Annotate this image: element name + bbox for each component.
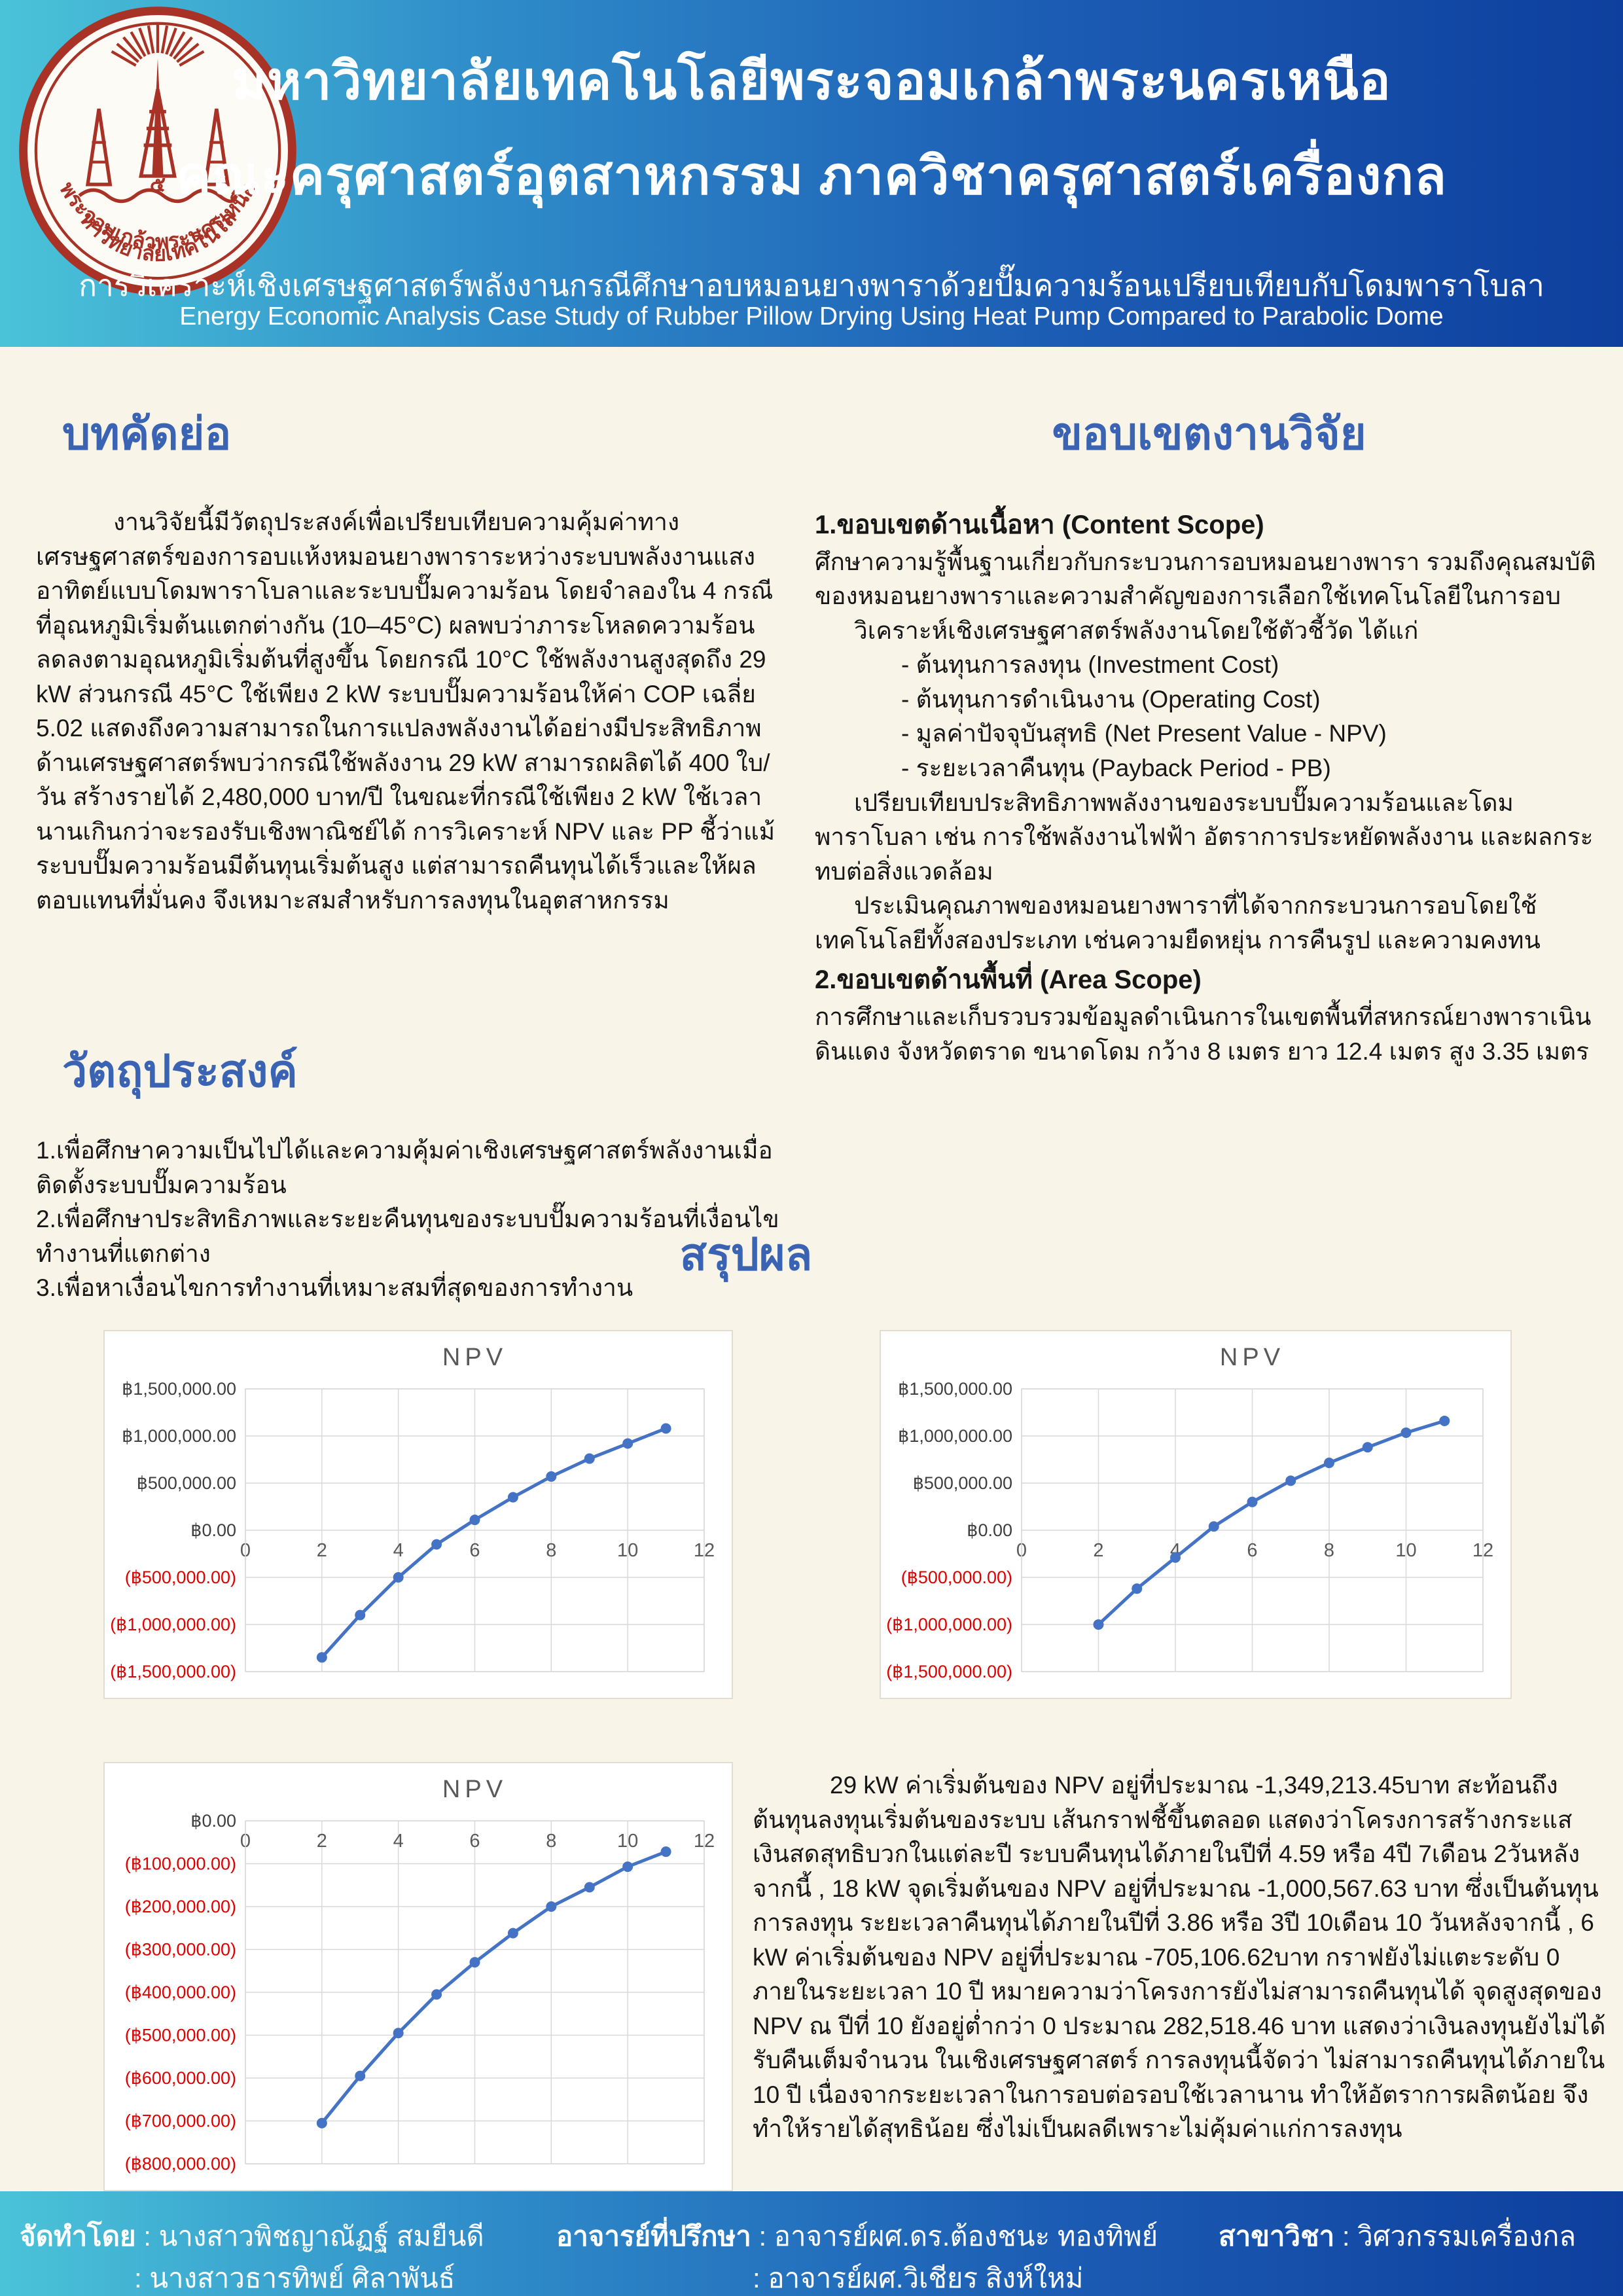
svg-text:(฿100,000.00): (฿100,000.00) xyxy=(125,1854,236,1874)
svg-text:(฿500,000.00): (฿500,000.00) xyxy=(125,2026,236,2045)
scope-paragraph: ประเมินคุณภาพของหมอนยางพาราที่ได้จากกระบ… xyxy=(815,892,1541,954)
svg-text:2: 2 xyxy=(1093,1540,1103,1561)
npv-chart-panel-18kw: NPV ฿1,500,000.00 ฿1,000,000.00 ฿500,000.00… xyxy=(880,1330,1512,1699)
svg-text:(฿600,000.00): (฿600,000.00) xyxy=(125,2068,236,2088)
scope-paragraph: เปรียบเทียบประสิทธิภาพพลังงานของระบบปั๊ม… xyxy=(815,789,1594,885)
svg-text:6: 6 xyxy=(1247,1540,1257,1561)
svg-text:6: 6 xyxy=(469,1831,480,1852)
svg-text:(฿1,500,000.00): (฿1,500,000.00) xyxy=(886,1662,1012,1681)
svg-text:฿1,500,000.00: ฿1,500,000.00 xyxy=(122,1379,236,1399)
made-by-line-1: จัดทำโดย : นางสาวพิชญาณัฏฐ์ สมยืนดี xyxy=(20,2215,484,2258)
made-by-line-2: : นางสาวธารทิพย์ ศิลาพันธ์ xyxy=(134,2263,455,2293)
svg-text:฿1,000,000.00: ฿1,000,000.00 xyxy=(122,1426,236,1446)
npv-chart-18kw: NPV ฿1,500,000.00 ฿1,000,000.00 ฿500,000.00… xyxy=(886,1344,1493,1681)
poster-title-english: Energy Economic Analysis Case Study of R… xyxy=(179,302,1444,331)
summary-body: 29 kW ค่าเริ่มต้นของ NPV อยู่ที่ประมาณ -… xyxy=(753,1772,1606,2143)
program-line: สาขาวิชา : วิศวกรรมเครื่องกล xyxy=(1219,2215,1576,2258)
advisor-line-1: อาจารย์ที่ปรึกษา : อาจารย์ผศ.ดร.ต้องชนะ … xyxy=(556,2215,1158,2258)
content-scope-title: 1.ขอบเขตด้านเนื้อหา (Content Scope) xyxy=(815,511,1264,539)
svg-text:NPV: NPV xyxy=(1220,1344,1285,1371)
svg-text:(฿200,000.00): (฿200,000.00) xyxy=(125,1897,236,1916)
svg-text:฿1,500,000.00: ฿1,500,000.00 xyxy=(898,1379,1012,1399)
npv-chart-panel-29kw: NPV ฿1,500,000.00 ฿1,000,000.00 ฿500,000.00… xyxy=(103,1330,733,1699)
scope-indicator-item: - มูลค่าปัจจุบันสุทธิ (Net Present Value… xyxy=(901,720,1387,747)
program-label: สาขาวิชา xyxy=(1219,2221,1335,2251)
objective-item: 3.เพื่อหาเงื่อนไขการทำงานที่เหมาะสมที่สุ… xyxy=(36,1274,633,1302)
scope-indicator-item: - ระยะเวลาคืนทุน (Payback Period - PB) xyxy=(901,754,1331,781)
svg-text:NPV: NPV xyxy=(442,1344,507,1371)
svg-text:(฿800,000.00): (฿800,000.00) xyxy=(125,2154,236,2174)
scope-paragraph: วิเคราะห์เชิงเศรษฐศาสตร์พลังงานโดยใช้ตัว… xyxy=(854,617,1419,644)
faculty-title: คณะครุศาสตร์อุตสาหกรรม ภาควิชาครุศาสตร์เ… xyxy=(175,147,1448,205)
svg-text:10: 10 xyxy=(1395,1540,1416,1561)
seal-base-waves xyxy=(78,188,238,204)
made-by-label: จัดทำโดย xyxy=(20,2221,136,2251)
objectives-heading: วัตถุประสงค์ xyxy=(62,1047,298,1096)
program-value: : วิศวกรรมเครื่องกล xyxy=(1342,2221,1577,2251)
scope-indicator-item: - ต้นทุนการดำเนินงาน (Operating Cost) xyxy=(901,685,1321,713)
footer-banner: จัดทำโดย : นางสาวพิชญาณัฏฐ์ สมยืนดี : นา… xyxy=(0,2191,1623,2296)
abstract-heading: บทคัดย่อ xyxy=(62,409,232,459)
scope-paragraph: ศึกษาความรู้พื้นฐานเกี่ยวกับกระบวนการอบห… xyxy=(815,548,1596,610)
seal-left-spire xyxy=(85,108,113,187)
seal-right-spire xyxy=(203,108,230,187)
svg-text:฿0.00: ฿0.00 xyxy=(967,1520,1012,1540)
objectives-list: 1.เพื่อศึกษาความเป็นไปได้และความคุ้มค่าเ… xyxy=(36,1134,785,1306)
university-title: มหาวิทยาลัยเทคโนโลยีพระจอมเกล้าพระนครเหน… xyxy=(232,52,1391,110)
svg-text:(฿1,000,000.00): (฿1,000,000.00) xyxy=(110,1615,236,1634)
svg-text:6: 6 xyxy=(469,1540,480,1561)
scope-body: 1.ขอบเขตด้านเนื้อหา (Content Scope) ศึกษ… xyxy=(815,503,1610,1069)
svg-text:8: 8 xyxy=(546,1831,556,1852)
svg-text:฿1,000,000.00: ฿1,000,000.00 xyxy=(898,1426,1012,1446)
svg-text:10: 10 xyxy=(617,1831,638,1852)
svg-text:(฿400,000.00): (฿400,000.00) xyxy=(125,1982,236,2002)
svg-text:(฿1,000,000.00): (฿1,000,000.00) xyxy=(886,1615,1012,1634)
svg-text:(฿300,000.00): (฿300,000.00) xyxy=(125,1940,236,1960)
svg-text:8: 8 xyxy=(546,1540,556,1561)
abstract-body: งานวิจัยนี้มีวัตถุประสงค์เพื่อเปรียบเทีย… xyxy=(36,509,776,914)
svg-text:NPV: NPV xyxy=(442,1776,507,1803)
poster-title-thai: การวิเคราะห์เชิงเศรษฐศาสตร์พลังงานกรณีศึ… xyxy=(79,268,1544,302)
area-scope-title: 2.ขอบเขตด้านพื้นที่ (Area Scope) xyxy=(815,965,1202,995)
svg-text:฿500,000.00: ฿500,000.00 xyxy=(913,1473,1012,1493)
made-by-name-1: : นางสาวพิชญาณัฏฐ์ สมยืนดี xyxy=(143,2221,484,2251)
seal-rays-decoration xyxy=(111,24,205,67)
area-scope-text: การศึกษาและเก็บรวบรวมข้อมูลดำเนินการในเข… xyxy=(815,1003,1592,1065)
npv-chart-panel-6kw: NPV ฿0.00 (฿100,000.00) (฿200,000.00) (฿300,… xyxy=(103,1762,733,2191)
svg-text:10: 10 xyxy=(617,1540,638,1561)
summary-heading: สรุปผล xyxy=(679,1230,813,1280)
svg-text:(฿500,000.00): (฿500,000.00) xyxy=(901,1568,1012,1587)
seal-center-glyph: ๕ xyxy=(150,173,166,196)
svg-text:฿500,000.00: ฿500,000.00 xyxy=(137,1473,236,1493)
advisor-line-2: : อาจารย์ผศ.วิเชียร สิงห์ใหม่ xyxy=(753,2263,1084,2293)
svg-text:฿0.00: ฿0.00 xyxy=(190,1811,236,1831)
scope-indicator-item: - ต้นทุนการลงทุน (Investment Cost) xyxy=(901,651,1279,679)
objective-item: 1.เพื่อศึกษาความเป็นไปได้และความคุ้มค่าเ… xyxy=(36,1137,773,1198)
advisor-name-1: : อาจารย์ผศ.ดร.ต้องชนะ ทองทิพย์ xyxy=(758,2221,1158,2251)
university-seal-logo: ๕ มหาวิทยาลัยเทคโนโลยี พระจอมเกล้าพระนคร… xyxy=(17,5,296,295)
svg-text:4: 4 xyxy=(393,1831,404,1852)
objective-item: 2.เพื่อศึกษาประสิทธิภาพและระยะคืนทุนของร… xyxy=(36,1206,779,1267)
npv-chart-6kw: NPV ฿0.00 (฿100,000.00) (฿200,000.00) (฿300,… xyxy=(125,1776,715,2174)
svg-text:8: 8 xyxy=(1324,1540,1334,1561)
header-banner: ๕ มหาวิทยาลัยเทคโนโลยี พระจอมเกล้าพระนคร… xyxy=(0,0,1623,347)
svg-text:2: 2 xyxy=(317,1540,327,1561)
svg-text:฿0.00: ฿0.00 xyxy=(190,1520,236,1540)
npv-chart-29kw: NPV ฿1,500,000.00 ฿1,000,000.00 ฿500,000.00… xyxy=(110,1344,715,1681)
svg-text:(฿500,000.00): (฿500,000.00) xyxy=(125,1568,236,1587)
scope-heading: ขอบเขตงานวิจัย xyxy=(1052,409,1366,459)
svg-text:4: 4 xyxy=(393,1540,404,1561)
advisor-label: อาจารย์ที่ปรึกษา xyxy=(556,2221,751,2251)
svg-text:2: 2 xyxy=(317,1831,327,1852)
svg-text:(฿700,000.00): (฿700,000.00) xyxy=(125,2111,236,2131)
svg-text:(฿1,500,000.00): (฿1,500,000.00) xyxy=(110,1662,236,1681)
